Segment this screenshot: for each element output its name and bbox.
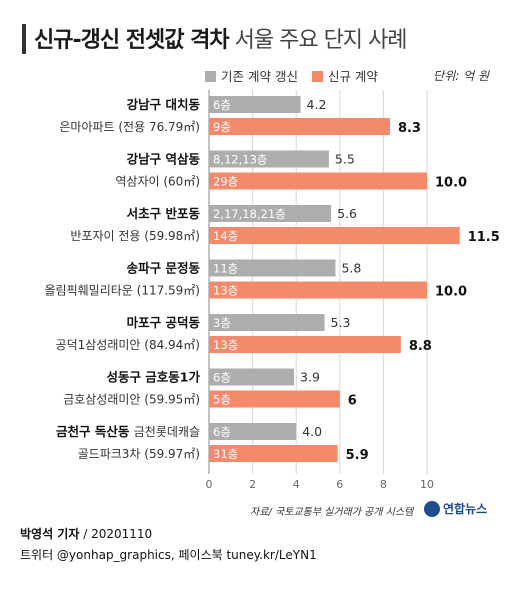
new-floor-label-1: 29층 [213,175,238,189]
legend-label-existing: 기존 계약 갱신 [221,69,298,84]
existing-bar-6 [209,423,297,440]
unit-label: 단위: 억 원 [433,69,489,83]
existing-floor-label-6: 6층 [213,425,231,439]
new-floor-label-3: 13층 [213,284,238,298]
legend: 기존 계약 갱신 신규 계약 [205,66,388,85]
existing-floor-label-4: 3층 [213,316,231,330]
new-bar-1 [209,172,427,190]
complex-label-0: 은마아파트 (전용 76.79㎡) [59,120,200,134]
district-label-1: 강남구 역삼동 [127,152,201,167]
existing-bar-2 [209,205,332,222]
x-tick-label-2: 2 [249,478,256,491]
new-value-label-3: 10.0 [435,285,467,300]
complex-label-1: 역삼자이 (60㎡) [115,175,200,189]
existing-value-label-4: 5.3 [331,315,351,330]
x-tick-label-6: 6 [336,478,343,491]
district-label-3: 송파구 문정동 [127,261,201,276]
existing-value-label-1: 5.5 [335,152,355,167]
new-bar-4 [209,336,401,353]
x-tick-label-4: 4 [293,478,300,491]
yonhap-logo-icon [424,501,440,517]
legend-swatch-new [311,71,323,82]
new-value-label-5: 6 [348,394,357,409]
existing-floor-label-1: 8,12,13층 [213,153,267,167]
existing-bar-3 [209,259,336,277]
existing-bar-5 [209,368,295,386]
credit-line: 박영석 기자 / 20201110 [20,527,153,541]
existing-floor-label-0: 6층 [213,98,231,112]
legend-swatch-existing [205,71,216,82]
existing-value-label-3: 5.8 [341,261,361,276]
new-value-label-1: 10.0 [435,176,467,191]
existing-value-label-5: 3.9 [300,370,320,385]
social-links: 트위터 @yonhap_graphics, 페이스북 tuney.kr/LeYN… [20,548,317,562]
district-label: 금천구 독산동 [56,424,134,439]
chart-title: 신규-갱신 전셋값 격차 서울 주요 단지 사례 [34,22,408,54]
new-floor-label-6: 31층 [213,447,238,461]
complex-label-6: 골드파크3차 (59.97㎡) [78,447,200,461]
new-bar-5 [209,390,340,408]
legend-item-existing: 기존 계약 갱신 [205,66,298,85]
new-value-label-2: 11.5 [468,230,500,245]
existing-bar-0 [209,96,301,113]
complex-label-4: 공덕1삼성래미안 (84.94㎡) [56,338,200,352]
legend-label-new: 신규 계약 [327,69,378,84]
complex-label-3: 올림픽훼밀리타운 (117.59㎡) [45,284,201,298]
x-tick-label-0: 0 [206,478,213,491]
author: 박영석 기자 [20,527,80,541]
complex-label-5: 금호삼성래미안 (59.95㎡) [63,393,200,407]
existing-floor-label-3: 11층 [213,262,238,276]
new-floor-label-4: 13층 [213,338,238,352]
logo-text: 연합뉴스 [443,502,488,516]
existing-value-label-6: 4.0 [302,424,322,439]
new-bar-0 [209,118,390,135]
new-bar-6 [209,445,338,462]
new-value-label-4: 8.8 [409,339,432,354]
existing-floor-label-5: 6층 [213,371,231,385]
new-value-label-6: 5.9 [346,448,369,463]
yonhap-logo: 연합뉴스 [424,500,487,517]
new-value-label-0: 8.3 [398,121,421,136]
publish-date: 20201110 [91,527,153,541]
existing-value-label-0: 4.2 [307,97,327,112]
existing-value-label-2: 5.6 [337,206,357,221]
complex-label-line1: 금천롯데캐슬 [134,424,200,439]
new-floor-label-0: 9층 [213,120,231,134]
x-tick-label-8: 8 [380,478,387,491]
complex-label-2: 반포자이 전용 (59.98㎡) [70,229,200,243]
district-label-0: 강남구 대치동 [127,97,201,112]
new-floor-label-2: 14층 [213,229,238,243]
x-tick-label-10: 10 [420,478,434,491]
title-sub: 서울 주요 단지 사례 [234,28,408,53]
title-accent-bar [22,24,26,54]
legend-item-new: 신규 계약 [311,66,378,85]
new-floor-label-5: 5층 [213,393,231,407]
category-label-6: 금천구 독산동 금천롯데캐슬 [56,424,200,439]
district-label-5: 성동구 금호동1가 [106,370,200,385]
district-label-4: 마포구 공덕동 [127,315,201,330]
title-main: 신규-갱신 전셋값 격차 [34,28,230,53]
new-bar-2 [209,227,460,244]
existing-floor-label-2: 2,17,18,21층 [213,207,286,221]
new-bar-3 [209,281,427,299]
existing-bar-1 [209,150,329,168]
existing-bar-4 [209,314,325,331]
source-note: 자료/ 국토교통부 실거래가 공개 시스템 [250,507,414,518]
district-label-2: 서초구 반포동 [127,206,201,221]
